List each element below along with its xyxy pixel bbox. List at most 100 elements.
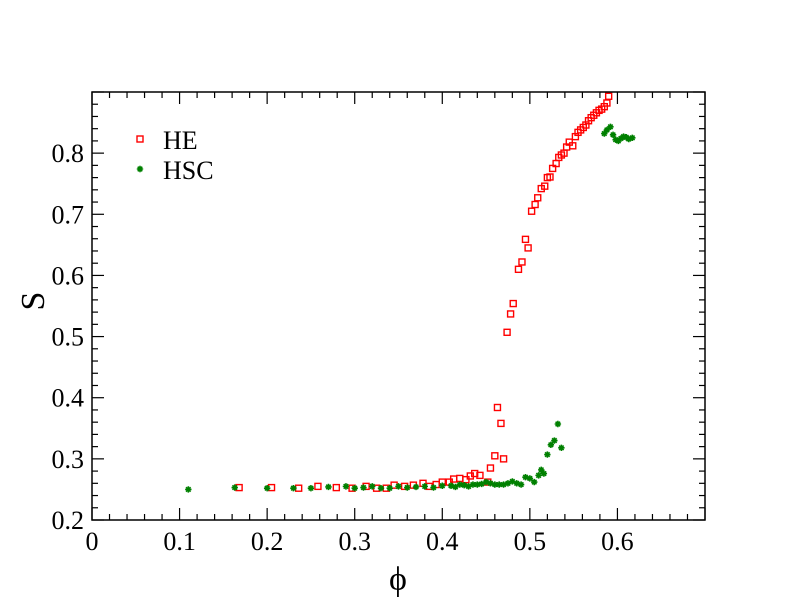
data-point [452,483,459,491]
data-point [524,244,532,252]
data-point [531,478,538,486]
data-point [377,485,385,492]
data-point [607,123,614,131]
data-point [307,485,315,492]
data-point [314,482,322,491]
y-tick-label: 0.6 [52,261,85,290]
y-tick-label: 0.3 [52,445,85,474]
data-point [506,310,515,318]
data-point [478,480,485,488]
legend-item-hsc: HSC [136,156,214,185]
data-point [534,194,542,202]
data-point [538,466,545,474]
data-point [513,480,520,487]
y-tick-label: 0.4 [52,384,85,413]
data-point [517,481,525,488]
data-point [514,265,523,274]
data-point [558,444,565,452]
legend-label: HSC [163,156,214,185]
data-point [503,328,511,336]
y-axis-label: S [15,292,52,311]
y-tick-label: 0.7 [52,200,85,229]
data-point [509,299,517,308]
data-point [521,235,530,244]
x-tick-label: 0.1 [163,527,196,556]
data-point [460,481,468,489]
data-point [500,481,507,488]
legend-label: HE [163,126,198,155]
data-point [540,470,548,477]
data-point [546,173,554,181]
data-point [535,472,542,479]
data-point [386,485,393,492]
data-point [439,482,446,489]
data-point [325,483,332,491]
data-point [476,471,484,480]
data-point [554,420,562,428]
legend-item-he: HE [136,126,198,155]
data-marks [185,92,636,493]
x-tick-label: 0.4 [426,527,459,556]
data-point [541,182,549,190]
data-point [527,207,536,215]
data-point [603,126,611,134]
y-tick-label: 0.2 [52,506,85,535]
data-point [369,483,376,490]
data-point [547,441,555,448]
data-point [604,92,613,100]
data-point [493,403,502,412]
data-point [395,483,402,490]
x-tick-label: 0.2 [251,527,284,556]
data-point [497,419,505,428]
y-tick-label: 0.5 [52,323,85,352]
data-point [456,474,464,483]
data-point [609,131,617,138]
x-tick-label: 0.3 [338,527,371,556]
data-point [474,481,481,488]
data-point [551,437,558,444]
data-point [496,481,503,488]
data-point [491,481,499,488]
series-he [235,92,613,492]
data-point [487,480,494,487]
data-point [456,481,463,488]
data-point [518,258,526,266]
data-point [509,478,516,485]
data-point [447,482,455,489]
data-point [290,485,297,492]
x-tick-label: 0.6 [601,527,634,556]
data-point [615,137,622,145]
data-point [625,135,633,143]
data-point [491,452,499,460]
data-point [360,484,367,491]
data-point [185,486,192,493]
data-point [470,469,479,478]
data-point [404,484,411,491]
data-point [263,485,271,492]
legend-marker [136,135,144,143]
data-point [601,130,608,137]
data-point [504,480,512,487]
legend-marker [136,165,144,173]
y-tick-label: 0.8 [52,139,85,168]
data-point [332,483,341,492]
data-point [231,484,238,491]
plot-frame [91,91,706,521]
x-tick-label: 0.5 [514,527,547,556]
data-point [499,455,508,463]
data-point [629,134,636,142]
data-point [544,451,551,458]
x-axis-label: ϕ [389,561,407,598]
data-point [430,484,437,491]
series-hsc [185,123,636,493]
data-point [469,481,477,488]
x-tick-label: 0 [86,527,99,556]
data-point [569,142,577,150]
data-point [531,200,539,209]
data-point [612,136,619,143]
data-point [465,483,472,490]
data-point [486,464,495,472]
data-point [522,474,529,481]
